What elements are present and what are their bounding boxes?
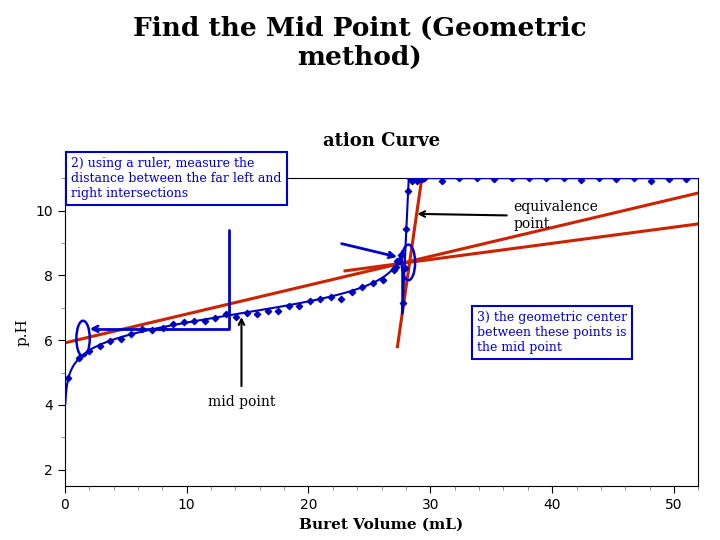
Point [315, 294, 326, 303]
Point [346, 287, 358, 296]
Point [576, 175, 588, 184]
Point [230, 313, 242, 321]
Point [397, 299, 408, 308]
Point [262, 307, 274, 316]
Point [283, 301, 294, 310]
Point [406, 176, 418, 185]
Point [408, 174, 419, 183]
Point [94, 342, 106, 351]
Point [400, 225, 412, 234]
Point [593, 174, 605, 183]
Point [410, 174, 421, 183]
Point [488, 174, 500, 183]
Text: equivalence
point: equivalence point [513, 200, 598, 231]
Point [178, 318, 189, 327]
Point [523, 174, 535, 183]
Point [399, 264, 410, 273]
Point [63, 374, 74, 382]
Point [646, 176, 657, 185]
Point [210, 313, 221, 322]
Point [611, 175, 622, 184]
Text: 2) using a ruler, measure the
distance between the far left and
right intersecti: 2) using a ruler, measure the distance b… [71, 157, 282, 200]
Text: 3) the geometric center
between these points is
the mid point: 3) the geometric center between these po… [477, 310, 627, 354]
Point [506, 174, 518, 183]
Point [402, 187, 414, 195]
Point [377, 276, 389, 285]
Point [411, 177, 423, 186]
Point [454, 174, 465, 183]
Point [367, 279, 379, 287]
Point [388, 265, 400, 273]
Text: ation Curve: ation Curve [323, 132, 440, 151]
Point [395, 251, 407, 260]
Point [273, 306, 284, 315]
Point [251, 310, 263, 319]
Y-axis label: p.H: p.H [16, 318, 30, 346]
Point [136, 325, 148, 333]
Point [325, 293, 336, 301]
Point [413, 174, 425, 183]
Text: mid point: mid point [208, 395, 275, 409]
Point [241, 309, 253, 318]
Text: Find the Mid Point (Geometric
method): Find the Mid Point (Geometric method) [133, 16, 587, 70]
Point [126, 330, 138, 339]
Point [558, 174, 570, 183]
Point [628, 174, 639, 183]
Point [393, 256, 405, 265]
Point [418, 174, 430, 183]
Point [304, 296, 315, 305]
Point [220, 310, 232, 319]
Point [157, 324, 168, 333]
Point [84, 347, 95, 355]
Point [663, 175, 675, 184]
Point [418, 174, 430, 183]
X-axis label: Buret Volume (mL): Buret Volume (mL) [300, 517, 464, 531]
Point [294, 301, 305, 310]
Point [417, 175, 428, 184]
Point [168, 320, 179, 328]
Point [336, 294, 347, 303]
Point [189, 316, 200, 325]
Point [199, 317, 211, 326]
Point [541, 174, 552, 183]
Point [115, 335, 127, 343]
Point [392, 256, 403, 265]
Point [471, 174, 482, 183]
Point [390, 263, 401, 272]
Point [104, 337, 116, 346]
Point [436, 176, 447, 185]
Point [404, 174, 415, 183]
Point [415, 174, 426, 183]
Point [356, 283, 368, 292]
Point [680, 174, 692, 183]
Point [147, 326, 158, 334]
Point [73, 354, 85, 362]
Point [388, 266, 400, 274]
